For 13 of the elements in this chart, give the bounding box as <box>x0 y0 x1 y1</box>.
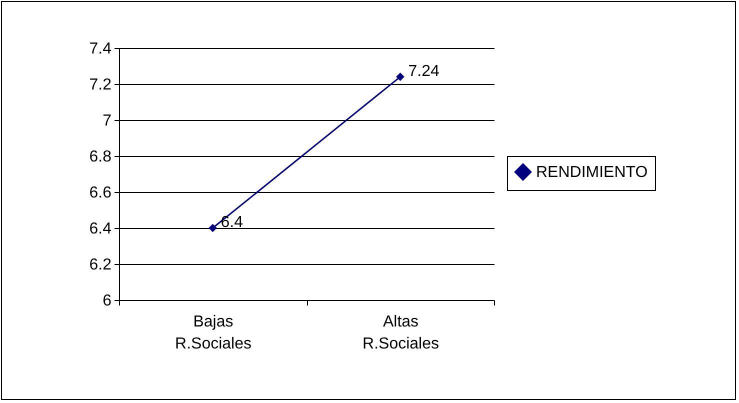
y-tick-label: 6.4 <box>89 220 112 238</box>
y-tick-label: 6.6 <box>89 184 112 202</box>
x-tick-label: Bajas R.Sociales <box>175 314 252 352</box>
data-label: 7.24 <box>408 62 440 80</box>
y-tick-label: 6.2 <box>89 256 112 274</box>
x-tick-label: Altas R.Sociales <box>362 314 439 352</box>
y-tick-label: 6.8 <box>89 148 112 166</box>
y-tick-label: 7.2 <box>89 76 112 94</box>
legend-label: RENDIMIENTO <box>536 164 648 181</box>
y-tick-label: 7 <box>102 112 112 130</box>
data-label: 6.4 <box>220 214 244 231</box>
y-tick-label: 7.4 <box>89 40 112 58</box>
y-tick-label: 6 <box>102 292 112 310</box>
